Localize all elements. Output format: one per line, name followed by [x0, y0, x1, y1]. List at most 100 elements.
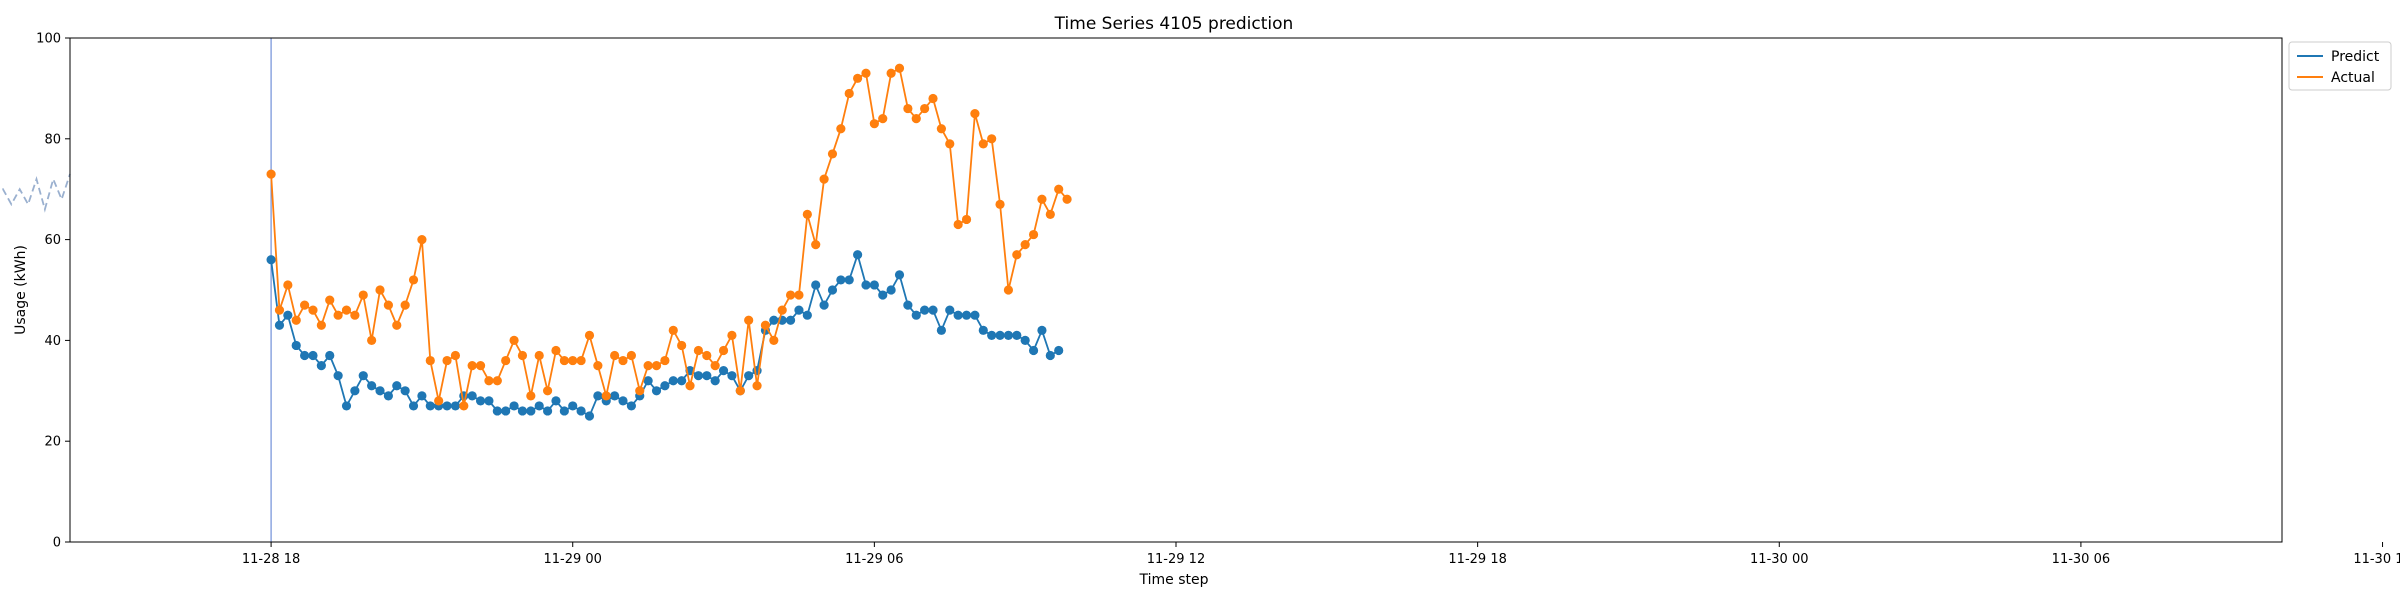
predict-point-54 [718, 366, 729, 376]
actual-line [270, 66, 1068, 407]
y-tick-label-20: 20 [44, 435, 61, 450]
actual-point-9 [341, 305, 352, 315]
actual-point-7 [325, 295, 335, 305]
actual-point-70 [853, 73, 863, 83]
predict-point-3 [291, 340, 301, 351]
actual-point-12 [367, 335, 377, 345]
actual-point-33 [542, 386, 553, 396]
predict-point-88 [1003, 330, 1014, 340]
predict-point-7 [325, 350, 335, 361]
legend-label-actual: Actual [2331, 70, 2375, 86]
actual-point-51 [693, 345, 704, 356]
x-axis-label: Time step [1139, 572, 1209, 588]
predict-point-16 [400, 386, 410, 396]
y-tick-label-80: 80 [44, 132, 61, 147]
actual-point-4 [300, 300, 310, 310]
actual-point-54 [718, 345, 729, 356]
predict-point-92 [1037, 325, 1047, 335]
predict-point-15 [392, 381, 402, 391]
predict-point-77 [911, 310, 921, 320]
predict-point-74 [886, 285, 896, 295]
predict-point-32 [534, 401, 544, 411]
x-tick-label-2: 11-29 06 [845, 552, 903, 567]
actual-point-16 [400, 300, 410, 310]
actual-point-0 [266, 169, 276, 179]
actual-point-78 [920, 103, 930, 114]
predict-point-63 [794, 305, 804, 315]
legend: Predict Actual [2288, 41, 2392, 91]
y-tick-label-100: 100 [36, 32, 61, 47]
actual-point-53 [710, 361, 720, 371]
actual-point-18 [417, 235, 427, 245]
actual-point-94 [1054, 184, 1064, 194]
predict-point-1 [274, 320, 285, 330]
actual-point-25 [475, 361, 486, 371]
actual-point-95 [1062, 194, 1072, 204]
actual-point-49 [677, 340, 687, 351]
predict-point-12 [367, 381, 377, 391]
actual-point-90 [1020, 240, 1030, 250]
plot-area: 0 20 40 60 80 100 11-28 18 11-29 00 11-29 06 11-2… [0, 32, 2400, 567]
actual-point-35 [559, 355, 569, 366]
predict-point-49 [677, 376, 687, 386]
actual-point-48 [668, 325, 678, 335]
actual-point-1 [274, 305, 285, 315]
predict-point-75 [894, 270, 905, 280]
legend-label-predict: Predict [2331, 49, 2380, 65]
actual-point-43 [626, 350, 636, 361]
actual-point-28 [501, 355, 511, 366]
actual-point-85 [978, 139, 988, 149]
actual-point-68 [836, 124, 846, 134]
predict-point-41 [610, 391, 620, 401]
predict-point-89 [1012, 330, 1022, 340]
actual-point-84 [970, 109, 980, 119]
actual-point-15 [392, 320, 402, 330]
actual-point-10 [350, 310, 360, 320]
actual-point-66 [819, 174, 829, 184]
predict-point-84 [970, 310, 980, 320]
predict-point-47 [660, 381, 670, 391]
actual-point-11 [358, 290, 368, 300]
predict-point-34 [551, 396, 561, 406]
actual-point-32 [534, 350, 544, 361]
actual-point-31 [526, 391, 536, 401]
actual-point-36 [568, 355, 578, 366]
actual-point-44 [635, 386, 645, 396]
actual-point-40 [601, 391, 611, 401]
predict-point-53 [710, 376, 720, 386]
predict-point-24 [467, 391, 477, 401]
actual-point-38 [584, 330, 595, 340]
y-tick-label-40: 40 [44, 334, 61, 349]
actual-point-88 [1003, 285, 1014, 295]
predict-point-0 [266, 255, 276, 265]
predict-point-83 [961, 310, 972, 320]
actual-point-2 [283, 280, 293, 290]
x-tick-label-3: 11-29 12 [1147, 552, 1205, 567]
actual-point-14 [383, 300, 393, 310]
actual-point-93 [1045, 209, 1055, 219]
actual-point-81 [945, 139, 955, 149]
predict-point-17 [408, 401, 419, 411]
chart-title: Time Series 4105 prediction [1054, 14, 1294, 34]
predict-point-42 [618, 396, 628, 406]
predict-point-91 [1028, 345, 1039, 356]
predict-point-35 [559, 406, 569, 416]
predict-point-43 [626, 401, 636, 411]
actual-point-21 [442, 355, 452, 366]
actual-point-82 [953, 219, 963, 230]
x-tick-label-1: 11-29 00 [544, 552, 602, 567]
actual-point-63 [794, 290, 804, 300]
actual-point-56 [735, 386, 745, 396]
actual-point-62 [785, 290, 796, 300]
predict-point-79 [928, 305, 938, 315]
predict-point-67 [827, 285, 838, 295]
predict-point-52 [702, 371, 712, 381]
actual-point-52 [702, 350, 712, 361]
predict-point-11 [358, 371, 368, 381]
actual-point-71 [861, 68, 871, 78]
actual-point-77 [911, 114, 921, 124]
predict-point-19 [425, 401, 435, 411]
actual-point-37 [576, 355, 586, 366]
predict-point-38 [584, 411, 595, 421]
x-tick-label-5: 11-30 00 [1750, 552, 1808, 567]
